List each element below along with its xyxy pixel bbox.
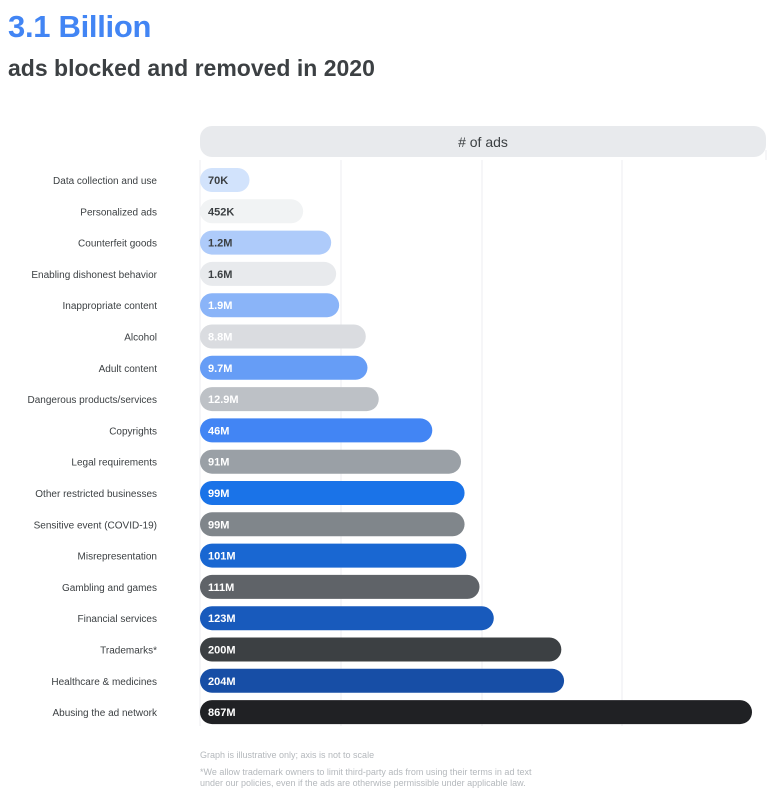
value-label: 200M xyxy=(208,645,236,657)
category-label: Legal requirements xyxy=(71,458,157,469)
bar xyxy=(200,700,752,725)
category-label: Healthcare & medicines xyxy=(51,677,157,688)
bar xyxy=(200,637,562,662)
axis-note: Graph is illustrative only; axis is not … xyxy=(200,750,375,760)
bar xyxy=(200,543,467,568)
category-label: Dangerous products/services xyxy=(27,395,157,406)
value-label: 111M xyxy=(208,582,234,594)
value-label: 99M xyxy=(208,488,229,500)
value-label: 1.2M xyxy=(208,238,232,250)
value-label: 12.9M xyxy=(208,394,239,406)
category-label: Alcohol xyxy=(124,333,157,344)
value-label: 9.7M xyxy=(208,363,232,375)
value-label: 123M xyxy=(208,613,236,625)
bar xyxy=(200,418,433,443)
category-label: Abusing the ad network xyxy=(52,708,158,719)
category-label: Misrepresentation xyxy=(78,552,157,563)
chart-title: # of ads xyxy=(458,134,508,150)
bar xyxy=(200,199,304,224)
bar xyxy=(200,606,494,631)
bar xyxy=(200,168,250,192)
bar xyxy=(200,355,368,380)
category-label: Counterfeit goods xyxy=(78,239,157,250)
bar xyxy=(200,261,337,286)
bars: Data collection and use 70K Personalized a… xyxy=(27,168,752,725)
value-label: 1.9M xyxy=(208,300,232,312)
bar xyxy=(200,449,462,474)
value-label: 101M xyxy=(208,551,236,563)
bar xyxy=(200,481,465,505)
bar xyxy=(200,574,480,599)
value-label: 204M xyxy=(208,676,236,688)
category-label: Copyrights xyxy=(109,426,157,437)
trademark-footnote-line-1: *We allow trademark owners to limit thir… xyxy=(200,767,532,777)
category-label: Data collection and use xyxy=(53,176,157,187)
bar xyxy=(200,387,379,412)
grid-lines xyxy=(199,150,767,726)
bar xyxy=(200,668,565,693)
value-label: 8.8M xyxy=(208,332,232,344)
bar xyxy=(200,230,332,255)
category-label: Personalized ads xyxy=(80,207,157,218)
headline: 3.1 Billion xyxy=(8,9,152,44)
value-label: 46M xyxy=(208,425,229,437)
bar xyxy=(200,512,465,537)
value-label: 70K xyxy=(208,175,228,187)
value-label: 91M xyxy=(208,457,229,469)
trademark-footnote-line-2: under our policies, even if the ads are … xyxy=(200,778,526,788)
category-label: Other restricted businesses xyxy=(35,489,157,500)
subheadline: ads blocked and removed in 2020 xyxy=(8,55,375,81)
category-label: Adult content xyxy=(99,364,158,375)
category-label: Enabling dishonest behavior xyxy=(31,270,157,281)
category-label: Trademarks* xyxy=(100,646,157,657)
category-label: Financial services xyxy=(78,614,157,625)
value-label: 452K xyxy=(208,206,234,218)
bar xyxy=(200,293,340,318)
chart-header-bar xyxy=(200,126,766,157)
bar xyxy=(200,324,366,349)
chart-header: # of ads xyxy=(200,126,766,157)
category-label: Gambling and games xyxy=(62,583,157,594)
category-label: Inappropriate content xyxy=(62,301,157,312)
category-label: Sensitive event (COVID-19) xyxy=(34,520,157,531)
value-label: 867M xyxy=(208,707,236,719)
ads-bar-chart: # of ads Data collection and use 70K Perso… xyxy=(27,126,767,726)
value-label: 1.6M xyxy=(208,269,232,281)
value-label: 99M xyxy=(208,519,229,531)
